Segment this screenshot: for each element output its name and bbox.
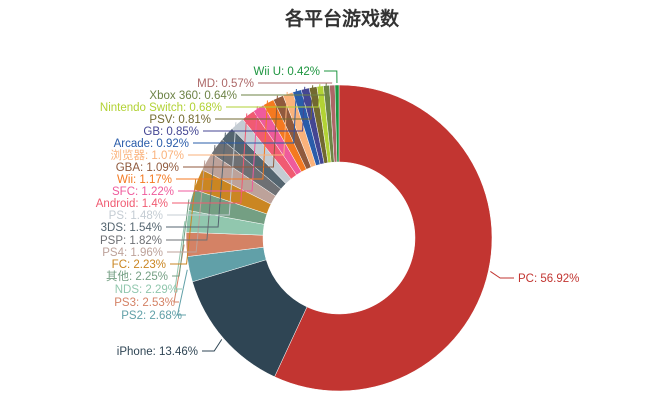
label-line-psv bbox=[215, 85, 314, 120]
slice-label-item-5: 其他: 2.25% bbox=[106, 270, 168, 283]
label-line-item-15 bbox=[188, 91, 288, 156]
slice-label-nds: NDS: 2.29% bbox=[115, 284, 178, 296]
label-line-xbox-360 bbox=[241, 83, 327, 96]
label-line-gba bbox=[183, 95, 278, 168]
slice-wii-u[interactable] bbox=[334, 84, 340, 163]
chart-title: 各平台游戏数 bbox=[284, 7, 400, 30]
slice-label-fc: FC: 2.23% bbox=[112, 259, 166, 271]
label-line-gb bbox=[203, 86, 306, 132]
label-line-nintendo-switch bbox=[226, 84, 321, 108]
label-line-nds bbox=[174, 221, 186, 290]
slice-label-iphone: iPhone: 13.46% bbox=[117, 346, 198, 358]
slice-label-gba: GBA: 1.09% bbox=[116, 162, 179, 174]
label-line-3ds bbox=[166, 132, 226, 228]
slice-label-wii-u: Wii U: 0.42% bbox=[254, 66, 320, 78]
slice-label-3ds: 3DS: 1.54% bbox=[101, 222, 162, 234]
slice-pc[interactable] bbox=[274, 84, 493, 392]
slice-labels-group: PC: 56.92% iPhone: 13.46% PS2: 2.68%PS3: 2… bbox=[96, 66, 580, 358]
label-line-ps bbox=[167, 122, 237, 216]
slice-label-ps4: PS4: 1.96% bbox=[102, 247, 163, 259]
slice-label-wii: Wii: 1.17% bbox=[117, 174, 172, 186]
label-line-psp bbox=[166, 145, 216, 241]
slice-label-arcade: Arcade: 0.92% bbox=[114, 138, 189, 150]
label-line-pc bbox=[490, 271, 514, 279]
slice-label-gb: GB: 0.85% bbox=[143, 126, 199, 138]
slice-label-pc: PC: 56.92% bbox=[518, 273, 579, 285]
slice-label-ps2: PS2: 2.68% bbox=[121, 310, 182, 322]
slice-label-ps3: PS3: 2.53% bbox=[114, 297, 175, 309]
label-line-sfc bbox=[178, 106, 258, 192]
slice-label-nintendo-switch: Nintendo Switch: 0.68% bbox=[100, 102, 222, 114]
slice-label-psv: PSV: 0.81% bbox=[149, 114, 211, 126]
slice-label-ps: PS: 1.48% bbox=[109, 210, 163, 222]
slice-label-xbox-360: Xbox 360: 0.64% bbox=[149, 90, 237, 102]
slice-label-sfc: SFC: 1.22% bbox=[112, 186, 174, 198]
slice-label-psp: PSP: 1.82% bbox=[100, 235, 162, 247]
label-line-ps2 bbox=[176, 269, 188, 316]
label-line-item-5 bbox=[172, 199, 190, 277]
slice-label-item-15: 浏览器: 1.07% bbox=[111, 148, 185, 162]
label-line-wii-u bbox=[324, 70, 338, 84]
slices-group bbox=[185, 84, 493, 392]
label-line-wii bbox=[176, 100, 268, 180]
label-line-fc bbox=[170, 178, 197, 265]
slice-label-android: Android: 1.4% bbox=[96, 198, 168, 210]
label-lines-group bbox=[166, 70, 514, 352]
slice-label-md: MD: 0.57% bbox=[197, 78, 254, 90]
label-line-iphone bbox=[202, 339, 223, 352]
